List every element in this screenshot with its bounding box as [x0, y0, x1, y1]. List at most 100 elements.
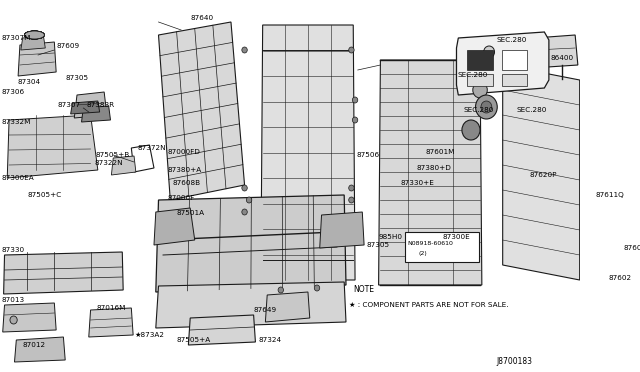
Circle shape [462, 120, 480, 140]
Text: 87012: 87012 [22, 342, 46, 348]
Bar [502, 74, 527, 86]
Text: 87505+B: 87505+B [95, 152, 129, 158]
Polygon shape [3, 303, 56, 332]
Polygon shape [89, 308, 133, 337]
Circle shape [349, 197, 354, 203]
Text: ★ : COMPONENT PARTS ARE NOT FOR SALE.: ★ : COMPONENT PARTS ARE NOT FOR SALE. [349, 302, 508, 308]
Text: N08918-60610: N08918-60610 [408, 241, 454, 246]
Text: 87608B: 87608B [172, 180, 200, 186]
Text: 87505+C: 87505+C [27, 192, 61, 198]
Polygon shape [159, 22, 244, 200]
Polygon shape [70, 101, 100, 114]
Polygon shape [74, 92, 107, 118]
Polygon shape [188, 315, 255, 345]
Polygon shape [4, 252, 123, 294]
Bar [467, 74, 493, 86]
Polygon shape [7, 115, 98, 178]
Polygon shape [156, 195, 346, 292]
Circle shape [473, 82, 487, 98]
Text: NOTE: NOTE [353, 285, 374, 295]
Text: 87611Q: 87611Q [596, 192, 625, 198]
Bar [405, 232, 479, 262]
Polygon shape [266, 292, 310, 322]
Text: 87300EA: 87300EA [2, 175, 35, 181]
Circle shape [349, 47, 354, 53]
Ellipse shape [24, 31, 44, 39]
Circle shape [353, 117, 358, 123]
Circle shape [246, 197, 252, 203]
Text: 87649: 87649 [253, 307, 276, 313]
Ellipse shape [24, 31, 44, 39]
Polygon shape [18, 42, 56, 76]
Circle shape [278, 287, 284, 293]
Ellipse shape [24, 31, 44, 39]
Polygon shape [81, 106, 111, 122]
Text: 86400: 86400 [550, 55, 574, 61]
Text: 87300E: 87300E [442, 234, 470, 240]
Text: 87013: 87013 [2, 297, 25, 303]
Ellipse shape [24, 31, 44, 39]
Text: 87383R: 87383R [87, 102, 115, 108]
Text: 87372N: 87372N [138, 145, 166, 151]
Polygon shape [456, 32, 549, 95]
Circle shape [242, 185, 247, 191]
Text: 87603: 87603 [623, 245, 640, 251]
Text: 87000FD: 87000FD [168, 149, 200, 155]
Text: SEC.280: SEC.280 [497, 37, 527, 43]
Text: 87322N: 87322N [94, 160, 123, 166]
Text: 87332M: 87332M [2, 119, 31, 125]
Text: 87016M: 87016M [96, 305, 125, 311]
Polygon shape [532, 35, 578, 68]
Text: SEC.280: SEC.280 [458, 72, 488, 78]
Circle shape [314, 285, 320, 291]
Circle shape [242, 47, 247, 53]
Text: 87305: 87305 [367, 242, 390, 248]
Polygon shape [21, 36, 45, 50]
Polygon shape [154, 208, 195, 245]
Circle shape [10, 316, 17, 324]
Text: 87330: 87330 [2, 247, 25, 253]
Text: (2): (2) [419, 251, 428, 257]
Polygon shape [261, 25, 355, 280]
Bar [467, 50, 493, 70]
Text: 87601M: 87601M [426, 149, 455, 155]
Polygon shape [502, 65, 580, 280]
Text: SEC.280: SEC.280 [516, 107, 547, 113]
Circle shape [484, 46, 495, 58]
Text: 87505+A: 87505+A [177, 337, 211, 343]
Ellipse shape [24, 31, 44, 39]
Text: 87609: 87609 [56, 43, 79, 49]
Bar [502, 50, 527, 70]
Text: 87324: 87324 [258, 337, 281, 343]
Text: 87306: 87306 [2, 89, 25, 95]
Circle shape [476, 75, 484, 85]
Text: J8700183: J8700183 [497, 357, 532, 366]
Polygon shape [320, 212, 364, 248]
Circle shape [242, 209, 247, 215]
Text: 87330+E: 87330+E [401, 180, 434, 186]
Ellipse shape [24, 31, 44, 39]
Circle shape [476, 95, 497, 119]
Text: 87000F: 87000F [168, 195, 195, 201]
Circle shape [481, 101, 492, 113]
Text: 87307M: 87307M [2, 35, 31, 41]
Text: 87506: 87506 [357, 152, 380, 158]
Polygon shape [15, 337, 65, 362]
Ellipse shape [24, 31, 44, 39]
Text: 87501A: 87501A [177, 210, 205, 216]
Text: 87304: 87304 [17, 79, 40, 85]
Text: 87620P: 87620P [530, 172, 557, 178]
Polygon shape [111, 156, 136, 175]
Text: 87380+A: 87380+A [168, 167, 202, 173]
Text: 87307: 87307 [57, 102, 80, 108]
Text: SEC.280: SEC.280 [464, 107, 494, 113]
Text: 87640: 87640 [190, 15, 213, 21]
Text: 87380+D: 87380+D [417, 165, 451, 171]
Text: 87305: 87305 [65, 75, 88, 81]
Polygon shape [156, 282, 346, 328]
Text: 985H0: 985H0 [379, 234, 403, 240]
Polygon shape [379, 60, 482, 285]
Circle shape [353, 97, 358, 103]
Text: ★873A2: ★873A2 [134, 332, 164, 338]
Circle shape [349, 185, 354, 191]
